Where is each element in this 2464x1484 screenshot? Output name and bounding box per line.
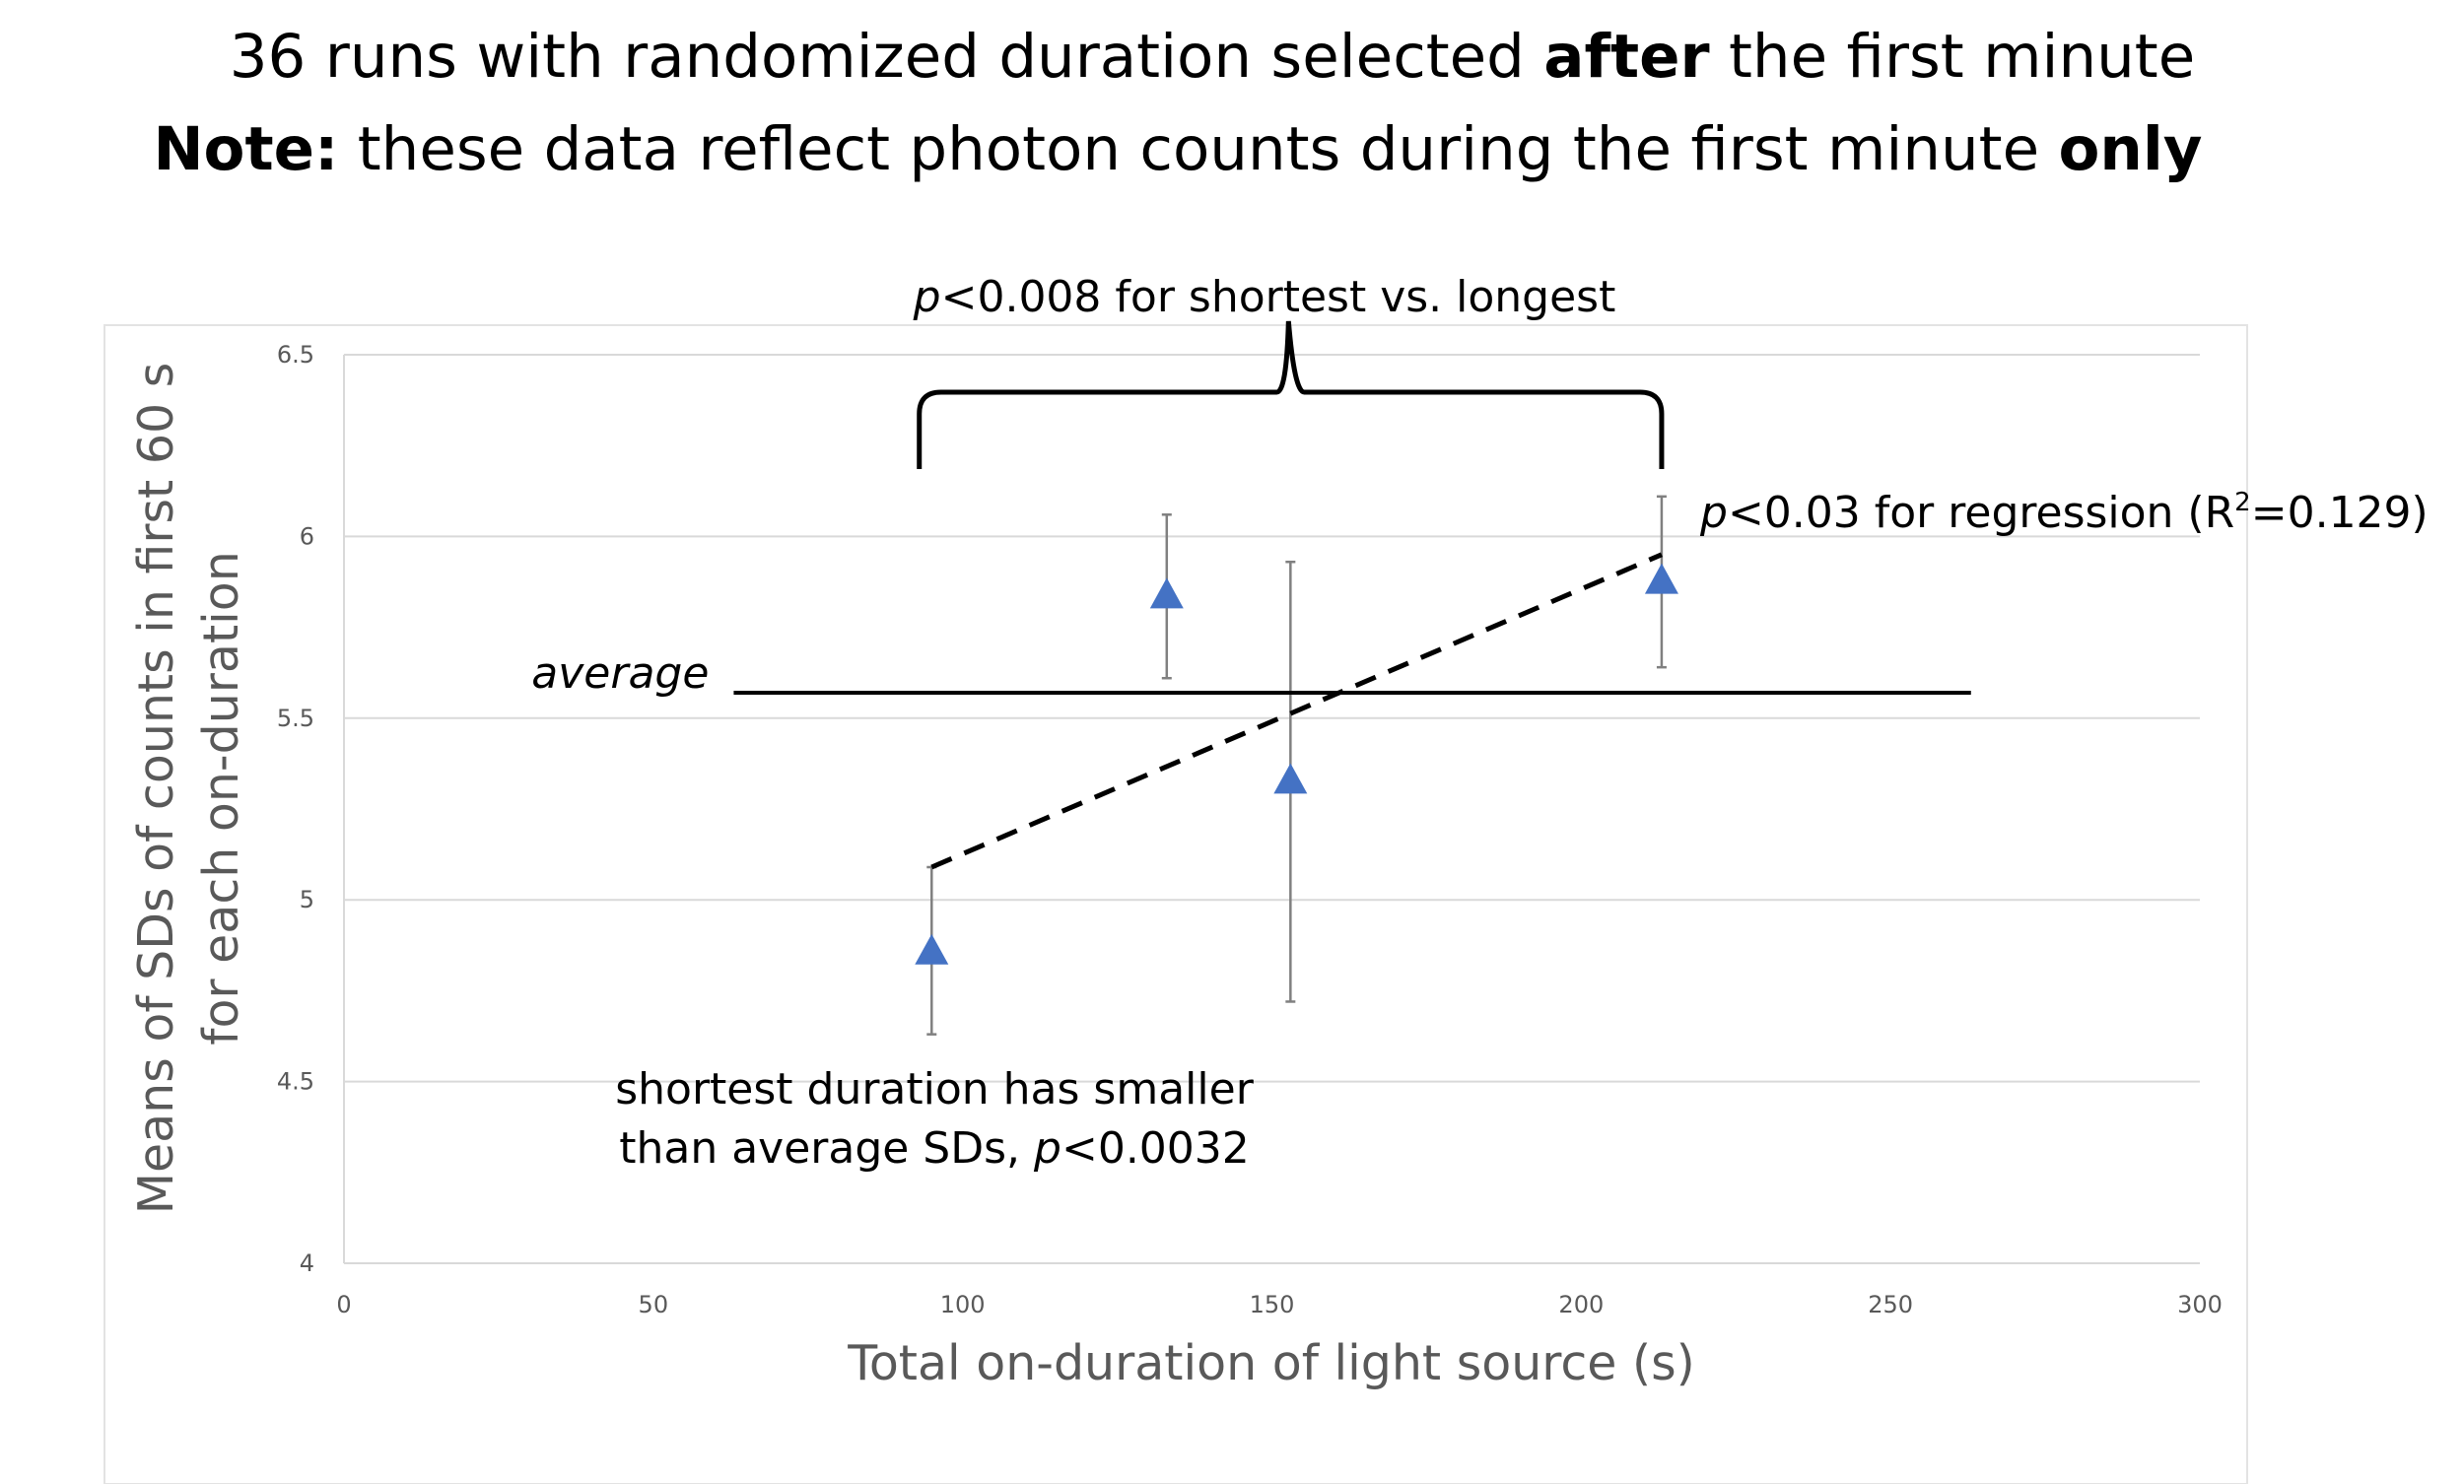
x-axis-title: Total on-duration of light source (s) [847,1335,1695,1391]
y-tick-label: 4 [300,1249,314,1277]
y-axis-title-line-1: Means of SDs of counts in first 60 s [128,363,184,1215]
regression-line [930,552,1663,870]
x-tick-label: 250 [1868,1291,1913,1318]
data-point-triangle [915,933,949,965]
data-point-triangle [1644,563,1678,594]
x-tick-label: 200 [1558,1291,1604,1318]
y-tick-label: 4.5 [277,1068,314,1096]
comparison-bracket [917,320,1665,469]
y-tick-label: 5 [300,886,314,913]
regression-annotation: p<0.03 for regression (R2=0.129) [1699,488,2429,538]
shortest-annotation-line-2: than average SDs, p<0.0032 [619,1123,1250,1174]
y-tick-label: 6 [300,522,314,550]
x-tick-label: 0 [336,1291,351,1318]
y-axis-title-line-2: for each on-duration [193,551,249,1046]
x-tick-label: 300 [2177,1291,2223,1318]
data-point-triangle [1149,577,1184,609]
data-point-triangle [1273,763,1308,794]
average-label: average [531,648,709,699]
data-markers [915,563,1678,965]
error-bars [926,495,1667,1036]
y-tick-label: 5.5 [277,705,314,732]
chart-frame [103,324,2248,1484]
chart-title-line-2: Note: these data reflect photon counts d… [153,114,2202,184]
x-tick-label: 100 [940,1291,986,1318]
y-tick-labels: 4 4.5 5 5.5 6 6.5 [277,341,314,1277]
x-tick-label: 150 [1250,1291,1295,1318]
x-tick-labels: 0 50 100 150 200 250 300 [336,1291,2223,1318]
gridlines [343,354,2200,1264]
shortest-annotation-line-1: shortest duration has smaller [615,1064,1254,1114]
y-tick-label: 6.5 [277,341,314,369]
bracket-annotation: p<0.008 for shortest vs. longest [913,272,1616,322]
chart-title-line-1: 36 runs with randomized duration selecte… [230,22,2196,92]
x-tick-label: 50 [639,1291,669,1318]
